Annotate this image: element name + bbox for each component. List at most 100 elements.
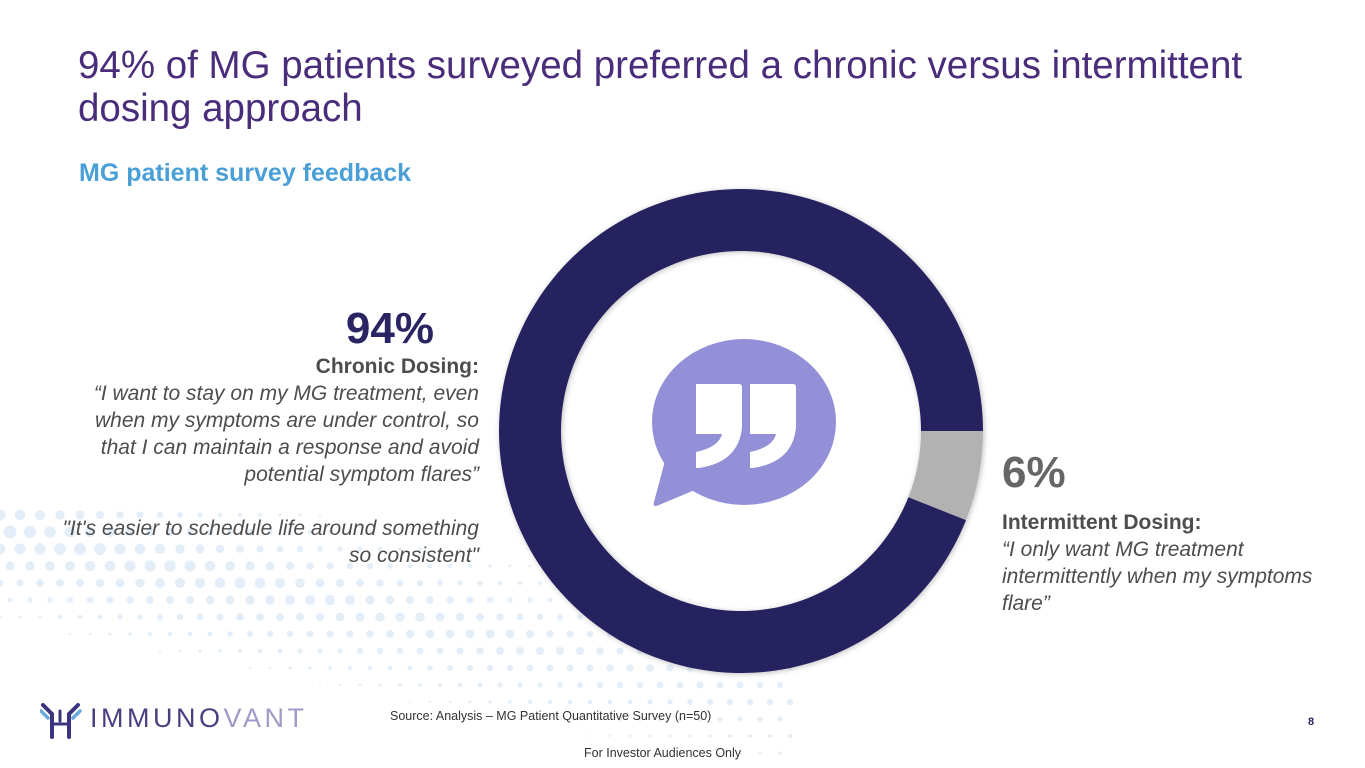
- background-dot: [167, 631, 173, 637]
- background-dot: [567, 699, 573, 705]
- background-dot: [285, 595, 295, 605]
- background-dot: [418, 683, 422, 687]
- background-dot: [787, 733, 793, 739]
- background-dot: [64, 526, 76, 538]
- background-dot: [757, 716, 763, 722]
- background-dot: [447, 665, 453, 671]
- background-dot: [488, 700, 492, 704]
- background-dot: [295, 612, 305, 622]
- background-dot: [758, 751, 762, 755]
- background-dot: [746, 698, 754, 706]
- background-dot: [687, 699, 693, 705]
- background-dot: [164, 560, 176, 572]
- background-dot: [606, 664, 614, 672]
- background-dot: [766, 698, 774, 706]
- background-dot: [104, 560, 116, 572]
- background-dot: [58, 615, 62, 619]
- background-dot: [618, 717, 622, 721]
- chronic-dosing-block: 94% Chronic Dosing: “I want to stay on m…: [59, 304, 479, 569]
- background-dot: [288, 666, 292, 670]
- background-dot: [108, 632, 112, 636]
- chronic-quote-1: “I want to stay on my MG treatment, even…: [93, 382, 479, 486]
- background-dot: [18, 615, 22, 619]
- background-dot: [346, 630, 354, 638]
- background-dot: [0, 579, 4, 587]
- background-dot: [577, 682, 583, 688]
- background-dot: [455, 612, 465, 622]
- background-dot: [116, 511, 124, 519]
- background-dot: [178, 649, 182, 653]
- background-dot: [306, 562, 314, 570]
- background-dot: [65, 561, 75, 571]
- background-dot: [437, 580, 443, 586]
- background-dot: [486, 596, 494, 604]
- background-dot: [206, 528, 214, 536]
- background-dot: [348, 530, 352, 534]
- background-dot: [326, 562, 334, 570]
- background-dot: [416, 647, 424, 655]
- background-dot: [204, 560, 216, 572]
- background-dot: [315, 612, 325, 622]
- background-dot: [517, 682, 523, 688]
- background-dot: [778, 751, 782, 755]
- background-dot: [295, 578, 305, 588]
- quote-bubble-icon: [652, 339, 836, 506]
- background-dot: [696, 681, 704, 689]
- background-dot: [124, 560, 136, 572]
- background-dot: [628, 734, 632, 738]
- logo-wordmark: IMMUNOVANT: [90, 703, 308, 734]
- background-dot: [476, 647, 484, 655]
- background-dot: [407, 665, 413, 671]
- background-dot: [268, 666, 272, 670]
- background-dot: [546, 630, 554, 638]
- background-dot: [608, 734, 612, 738]
- background-dot: [456, 647, 464, 655]
- background-dot: [667, 699, 673, 705]
- background-dot: [767, 733, 773, 739]
- page-number: 8: [1308, 716, 1315, 728]
- background-dot: [607, 699, 613, 705]
- background-dot: [254, 577, 266, 589]
- background-dot: [448, 700, 452, 704]
- background-dot: [324, 594, 336, 606]
- background-dot: [248, 666, 252, 670]
- logo-text-accent: VANT: [223, 702, 308, 733]
- background-dot: [446, 596, 454, 604]
- background-dot: [274, 577, 286, 589]
- background-dot: [195, 544, 205, 554]
- background-dot: [278, 513, 282, 517]
- background-dot: [395, 612, 405, 622]
- background-dot: [405, 629, 415, 639]
- background-dot: [306, 630, 314, 638]
- background-dot: [56, 579, 64, 587]
- background-dot: [207, 631, 213, 637]
- background-dot: [507, 597, 513, 603]
- chronic-quote-2: "It's easier to schedule life around som…: [62, 517, 479, 567]
- background-dot: [458, 547, 462, 551]
- background-dot: [16, 579, 24, 587]
- background-dot: [505, 629, 515, 639]
- background-dot: [408, 700, 412, 704]
- background-dot: [144, 560, 156, 572]
- background-dot: [157, 614, 163, 620]
- background-dot: [23, 525, 37, 539]
- background-dot: [566, 630, 574, 638]
- intermittent-percent-label: 6%: [1002, 448, 1066, 497]
- background-dot: [25, 561, 35, 571]
- background-dot: [516, 613, 524, 621]
- background-dot: [256, 545, 264, 553]
- background-dot: [447, 563, 453, 569]
- background-dot: [376, 579, 384, 587]
- background-dot: [438, 547, 442, 551]
- background-dot: [596, 647, 604, 655]
- background-dot: [277, 648, 283, 654]
- background-dot: [317, 648, 323, 654]
- background-dot: [276, 613, 284, 621]
- chronic-percent-label: 94%: [345, 304, 434, 353]
- background-dot: [497, 580, 503, 586]
- background-dot: [427, 563, 433, 569]
- background-dot: [265, 595, 275, 605]
- background-dot: [184, 560, 196, 572]
- background-dot: [347, 665, 353, 671]
- background-dot: [45, 561, 55, 571]
